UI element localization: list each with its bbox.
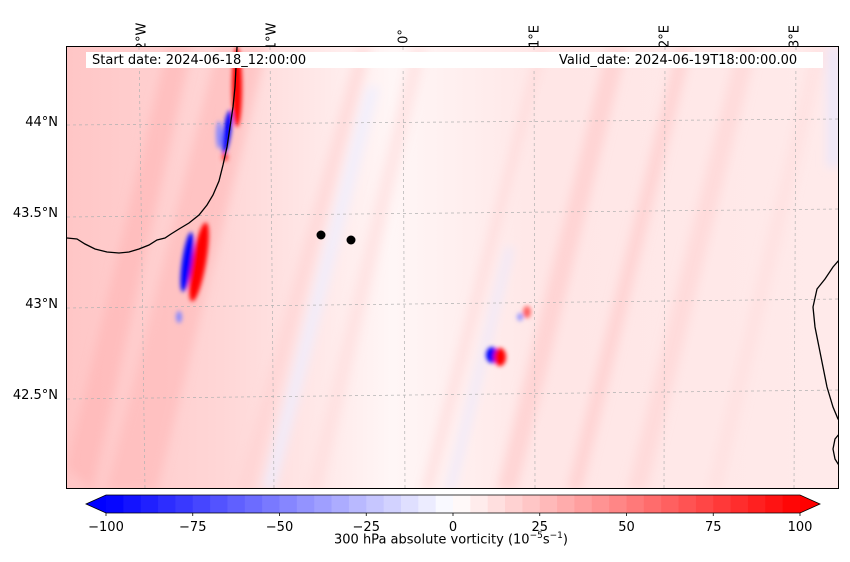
colorbar-segment [505, 495, 523, 513]
point-marker-1[interactable] [316, 230, 326, 240]
coastal-vorticity-features [176, 47, 531, 366]
colorbar-segment [435, 495, 454, 513]
colorbar-tick-label: 100 [787, 520, 813, 535]
colorbar-segment [314, 495, 333, 513]
colorbar-segment [348, 495, 367, 513]
offshore-vortex [486, 306, 531, 366]
colorbar-segment [765, 495, 784, 513]
colorbar-segment [244, 495, 263, 513]
colorbar-segment [574, 495, 593, 513]
colorbar-segment [695, 495, 714, 513]
colorbar-tick-label: −75 [179, 520, 207, 535]
point-marker-2[interactable] [346, 235, 356, 245]
colorbar-segment [192, 495, 211, 513]
colorbar-segment [262, 495, 281, 513]
lon-label-2w: 2°W [134, 22, 150, 51]
colorbar-segment [123, 495, 142, 513]
colorbar-segment [418, 495, 437, 513]
colorbar-segment [470, 495, 489, 513]
lon-label-2e: 2°E [657, 25, 673, 48]
colorbar-segment [210, 495, 229, 513]
map-panel[interactable]: Start date: 2024-06-18_12:00:00 Valid_da… [66, 46, 839, 489]
valid-date-label: Valid_date: 2024-06-19T18:00:00.00 [559, 53, 798, 68]
colorbar-segment [626, 495, 645, 513]
lon-label-1e: 1°E [527, 25, 543, 48]
vorticity-field [67, 47, 838, 488]
colorbar-segment [730, 495, 749, 513]
colorbar-tick-label: 50 [618, 520, 635, 535]
colorbar-segment [175, 495, 194, 513]
graticule [67, 47, 838, 488]
colorbar-segment [661, 495, 680, 513]
colorbar-segment [331, 495, 350, 513]
colorbar-segment [539, 495, 558, 513]
colorbar-bar [85, 494, 821, 516]
colorbar-segment [713, 495, 732, 513]
colorbar-segment [366, 495, 385, 513]
lat-label-42-5n: 42.5°N [12, 388, 58, 403]
colorbar-segment [487, 495, 506, 513]
colorbar [85, 494, 821, 516]
colorbar-segment [522, 495, 541, 513]
colorbar-tick-label: −100 [88, 520, 124, 535]
colorbar-min-arrow [86, 495, 106, 513]
colorbar-segment [453, 495, 471, 513]
colorbar-segment [158, 495, 176, 513]
vorticity-bands [67, 47, 838, 488]
colorbar-segment [678, 495, 697, 513]
colorbar-tick-label: −25 [352, 520, 380, 535]
date-banner [86, 52, 823, 68]
lon-label-3e: 3°E [787, 25, 803, 48]
colorbar-title: 300 hPa absolute vorticity (10−5s−1) [334, 531, 568, 548]
lat-label-44n: 44°N [25, 115, 58, 130]
colorbar-tick-label: −50 [265, 520, 294, 535]
colorbar-segment [400, 495, 419, 513]
lon-label-1w: 1°W [264, 22, 280, 51]
lat-label-43-5n: 43.5°N [12, 206, 58, 221]
colorbar-tick-label: 25 [531, 520, 549, 535]
colorbar-segment [609, 495, 628, 513]
colorbar-max-arrow [800, 495, 820, 513]
colorbar-segment [643, 495, 662, 513]
start-date-label: Start date: 2024-06-18_12:00:00 [92, 53, 307, 68]
coastline [67, 47, 838, 466]
colorbar-segment [296, 495, 315, 513]
colorbar-segment [557, 495, 576, 513]
colorbar-segment [591, 495, 610, 513]
colorbar-segment [782, 495, 801, 513]
colorbar-segment [227, 495, 246, 513]
colorbar-tick-label: 75 [704, 520, 722, 535]
colorbar-segment [747, 495, 766, 513]
colorbar-segment [140, 495, 159, 513]
colorbar-segment [279, 495, 298, 513]
lon-label-0: 0° [396, 29, 412, 44]
colorbar-tick-label: 0 [448, 520, 458, 535]
lat-label-43n: 43°N [25, 297, 58, 312]
colorbar-segment [106, 495, 124, 513]
colorbar-segment [383, 495, 402, 513]
